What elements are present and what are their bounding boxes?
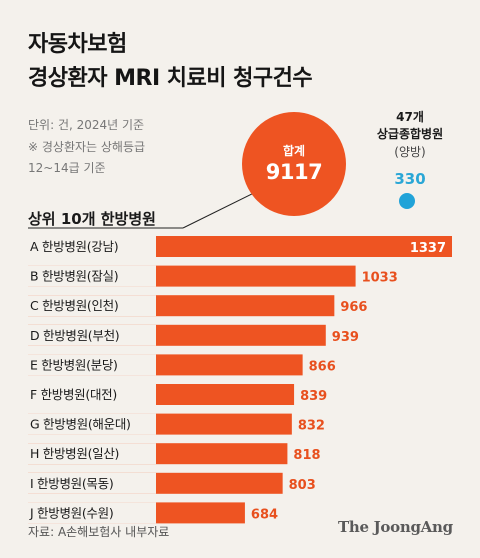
bar-category-label: E 한방병원(분당) [30,357,118,372]
source-note: 자료: A손해보험사 내부자료 [28,525,170,539]
bar-category-label: D 한방병원(부천) [30,328,119,343]
bar-value-label: 866 [309,359,336,374]
bar-category-label: F 한방병원(대전) [30,387,117,402]
bar-category-label: J 한방병원(수원) [29,505,113,520]
callout-line [182,187,265,229]
section-title: 상위 10개 한방병원 [28,210,156,228]
bar-value-label: 684 [251,507,278,522]
total-circle: 합계 9117 [242,112,346,216]
bar-value-label: 818 [293,448,320,463]
bar-label-bg [28,413,156,435]
general-hospital-type: (양방) [394,145,426,159]
bar-value-label: 1033 [362,271,398,286]
total-value: 9117 [265,160,323,184]
bar-label-bg [28,265,156,287]
bar-value-label: 803 [289,478,316,493]
bar-value-label: 839 [300,389,327,404]
total-label: 합계 [282,144,306,158]
bar-category-label: C 한방병원(인천) [30,298,118,313]
general-hospital-label: 상급종합병원 [376,127,444,141]
bar-label-bg [28,384,156,405]
bar-label-bg [28,443,156,465]
general-hospital-value: 330 [394,170,426,188]
unit-note: 단위: 건, 2024년 기준 [28,118,145,132]
bar-category-label: A 한방병원(강남) [30,239,118,254]
bar-label-bg [28,472,156,494]
bar-label-bg [28,502,156,524]
bar-label-bg [28,236,156,257]
chart-title-line1: 자동차보험 [28,32,127,57]
bar-value-label: 966 [340,300,367,315]
bar-value-label: 939 [332,330,359,345]
chart-title-line2: 경상환자 MRI 치료비 청구건수 [28,66,313,91]
bar-value-label: 1337 [410,241,446,256]
bar-label-bg [28,324,156,346]
bar-category-label: I 한방병원(목동) [30,476,113,491]
bar-category-label: H 한방병원(일산) [30,446,119,461]
bar-category-label: G 한방병원(해운대) [30,417,131,432]
brand-logo: The JoongAng [338,518,453,536]
general-hospital-count: 47개 [396,110,424,124]
footnote-line1: ※ 경상환자는 상해등급 [28,140,146,154]
bars-group: A 한방병원(강남) 1337 B 한방병원(잠실) 1033 C 한방병원(인천) 96… [28,236,452,524]
footnote-line2: 12~14급 기준 [28,161,106,175]
bar-value-label: 832 [298,419,325,434]
bar-category-label: B 한방병원(잠실) [30,269,118,284]
bar-label-bg [28,354,156,376]
general-hospital-dot [399,193,415,209]
bar-label-bg [28,295,156,317]
